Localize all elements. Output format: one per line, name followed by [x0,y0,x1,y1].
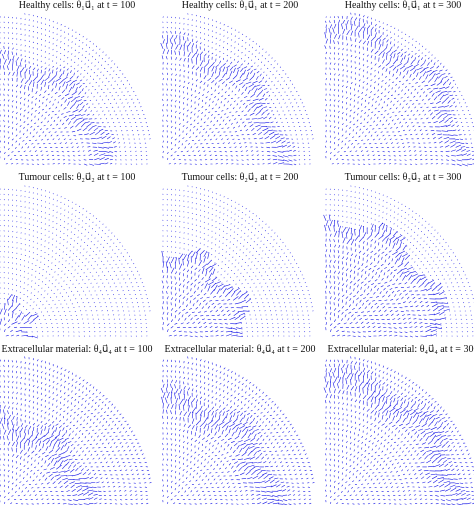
panel-title: Extracellular material: θ₄u⃗₄ at t = 100 [2,344,153,355]
vector-field [160,356,315,505]
vector-field [161,185,314,338]
vector-field [324,12,474,167]
panel-title: Healthy cells: θ₁u⃗₁ at t = 300 [345,0,462,11]
vector-field [323,185,474,338]
panel-title: Tumour cells: θ₂u⃗₂ at t = 300 [345,172,462,183]
panel-title: Healthy cells: θ₁u⃗₁ at t = 100 [19,0,136,11]
vector-field [0,13,151,166]
panel-title: Extracellular material: θ₄u⃗₄ at t = 300 [328,344,474,355]
panel-title: Tumour cells: θ₂u⃗₂ at t = 100 [19,172,136,183]
vector-field [0,185,151,339]
panel-title: Extracellular material: θ₄u⃗₄ at t = 200 [165,344,316,355]
vector-field [0,356,152,505]
panel-title: Tumour cells: θ₂u⃗₂ at t = 200 [182,172,299,183]
panel-title: Healthy cells: θ₁u⃗₁ at t = 200 [182,0,299,11]
vector-field [160,13,314,166]
vector-field [323,356,474,505]
